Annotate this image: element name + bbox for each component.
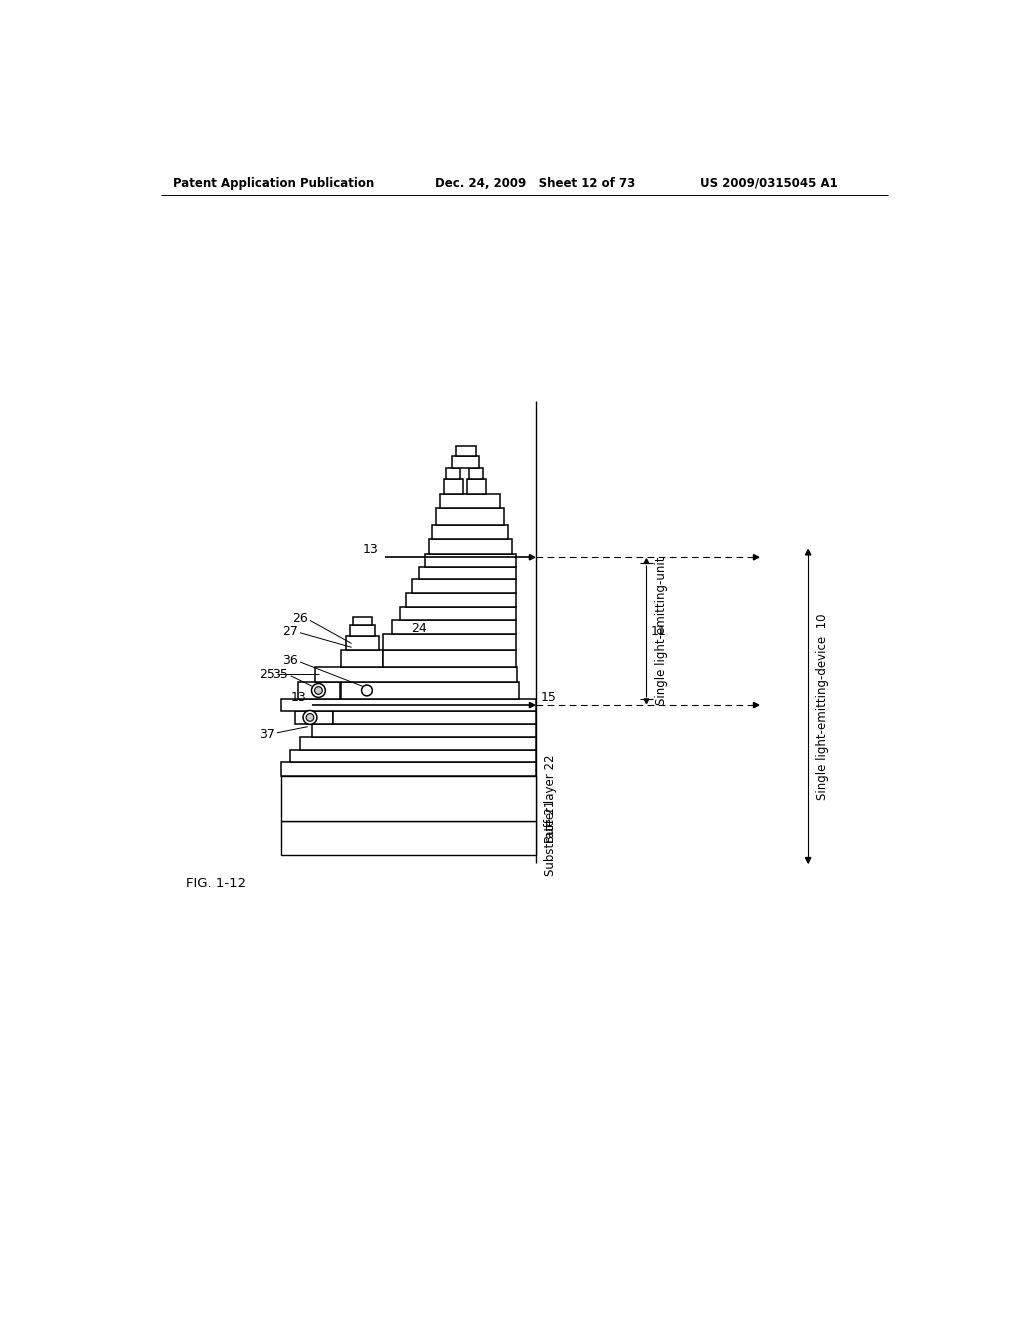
Bar [413,578,515,593]
Text: Buffer layer 22: Buffer layer 22 [544,754,557,842]
Bar [400,607,515,620]
Bar [300,738,537,750]
Circle shape [311,684,326,697]
Bar [295,711,333,723]
Bar [315,667,517,682]
Bar [341,682,519,700]
Text: 13: 13 [362,543,379,556]
Bar [350,626,375,636]
Bar [436,508,504,525]
Text: 36: 36 [282,653,298,667]
Bar [290,750,537,762]
Bar [452,455,478,469]
Bar [444,479,463,494]
Bar [353,618,372,626]
Bar [346,636,379,649]
Text: 35: 35 [272,668,289,681]
Text: 15: 15 [541,690,557,704]
Bar [281,700,537,711]
Text: 24: 24 [412,622,427,635]
Text: Dec. 24, 2009   Sheet 12 of 73: Dec. 24, 2009 Sheet 12 of 73 [435,177,635,190]
Polygon shape [644,558,649,564]
Text: 26: 26 [292,612,307,626]
Bar [429,539,512,554]
Text: Single light-emitting-unit: Single light-emitting-unit [655,557,669,705]
Bar [419,566,515,579]
Polygon shape [806,549,811,554]
Bar [333,711,537,723]
Bar [311,723,537,738]
Text: 27: 27 [282,626,298,639]
Bar [341,649,383,667]
Bar [440,494,500,508]
Text: 37: 37 [259,727,274,741]
Polygon shape [754,702,759,708]
Polygon shape [644,700,649,704]
Bar [432,525,508,539]
Text: US 2009/0315045 A1: US 2009/0315045 A1 [700,177,838,190]
Text: Patent Application Publication: Patent Application Publication [173,177,374,190]
Circle shape [303,710,316,725]
Polygon shape [529,702,535,708]
Text: 11: 11 [650,624,666,638]
Bar [383,649,515,667]
Bar [281,821,537,855]
Text: 13: 13 [291,690,306,704]
Bar [281,762,537,776]
Circle shape [361,685,373,696]
Bar [469,469,483,479]
Text: Substrate 21: Substrate 21 [544,800,557,876]
Polygon shape [806,858,811,863]
Polygon shape [754,554,759,560]
Bar [383,635,515,649]
Bar [392,620,515,635]
Circle shape [314,686,323,694]
Bar [407,593,515,607]
Bar [298,682,340,700]
Text: 25: 25 [259,668,274,681]
Polygon shape [529,554,535,560]
Bar [456,446,475,455]
Bar [281,776,537,821]
Circle shape [306,714,313,721]
Text: FIG. 1-12: FIG. 1-12 [186,878,246,890]
Bar [446,469,460,479]
Bar [467,479,486,494]
Text: Single light-emitting-device  10: Single light-emitting-device 10 [815,612,828,800]
Bar [425,554,515,566]
